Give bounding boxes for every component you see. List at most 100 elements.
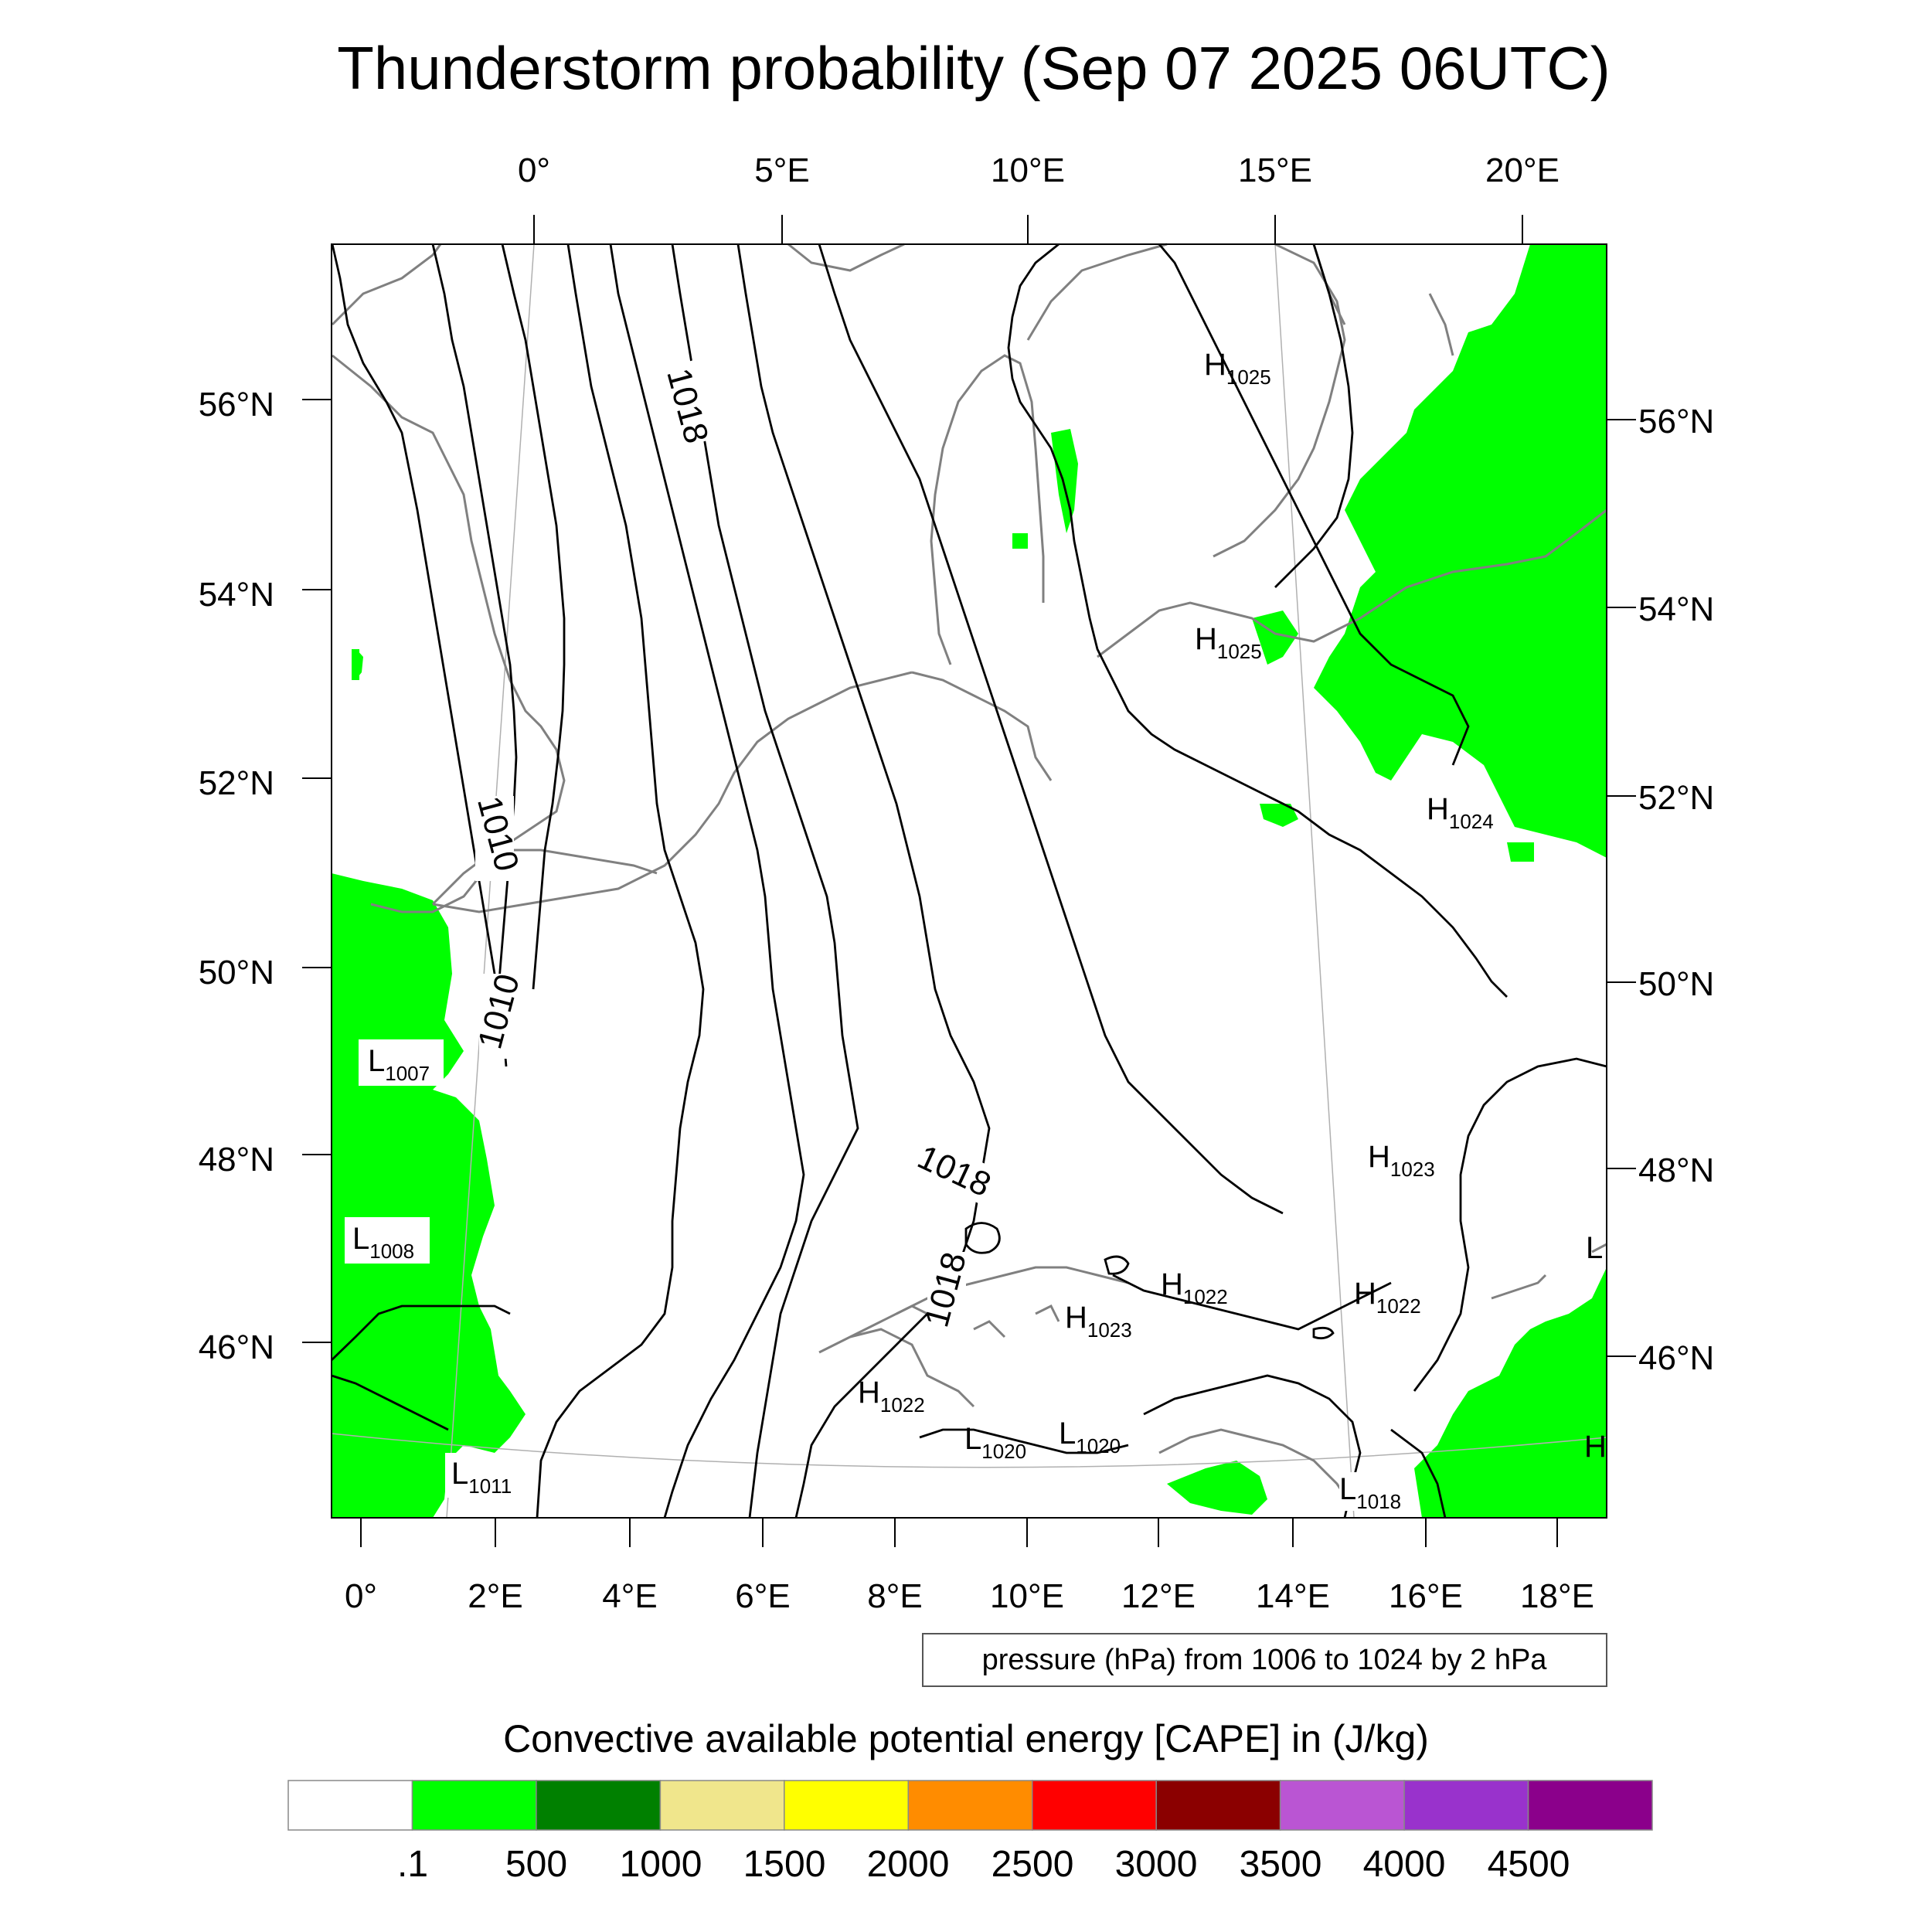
- top-lon-label: 15°E: [1238, 151, 1312, 189]
- isobar-12: [1413, 1057, 1607, 1392]
- right-lat-label: 56°N: [1638, 403, 1714, 440]
- top-longitude-axis: 0° 5°E 10°E 15°E 20°E: [518, 151, 1560, 243]
- isobar-15: [919, 1428, 1129, 1454]
- bottom-lon-label: 14°E: [1256, 1577, 1330, 1615]
- svg-text:L1007: L1007: [368, 1044, 430, 1085]
- colorbar-label: 3500: [1240, 1844, 1322, 1885]
- left-lat-label: 50°N: [199, 954, 274, 992]
- isobar-8: [818, 243, 1284, 1215]
- cape-shading: [332, 244, 1607, 1518]
- bottom-lon-label: 2°E: [468, 1577, 522, 1615]
- colorbar-label: 500: [505, 1844, 567, 1885]
- pressure-center: H1023: [1065, 1301, 1132, 1342]
- coast-jutland: [930, 354, 1045, 665]
- isobar-small-1: [964, 1222, 1001, 1254]
- pressure-center: H1023: [1368, 1140, 1435, 1181]
- pressure-center: H1022: [858, 1376, 925, 1417]
- svg-text:H1022: H1022: [858, 1376, 925, 1417]
- bottom-lon-label: 12°E: [1121, 1577, 1196, 1615]
- pressure-center-labels: H1025 H1025 H1024 L1007 H1023 L1008 H102…: [345, 348, 1607, 1513]
- svg-text:H1022: H1022: [1354, 1277, 1421, 1318]
- coast-baltic-south: [1097, 509, 1607, 658]
- bottom-longitude-axis: 0° 2°E 4°E 6°E 8°E 10°E 12°E 14°E 16°E 1…: [345, 1518, 1594, 1615]
- right-lat-label: 52°N: [1638, 779, 1714, 817]
- coast-scandinavia-top: [787, 243, 905, 272]
- isobar-5: [609, 243, 805, 1519]
- isobar-16: [331, 1374, 449, 1431]
- left-lat-label: 54°N: [199, 576, 274, 614]
- left-lat-label: 48°N: [199, 1141, 274, 1179]
- cape-area-small-4: [1507, 842, 1534, 862]
- colorbar-label: 1500: [743, 1844, 826, 1885]
- pressure-center: H1022: [1354, 1277, 1421, 1318]
- bottom-lon-label: 0°: [345, 1577, 377, 1615]
- colorbar-swatch: [1403, 1780, 1529, 1831]
- colorbar-labels: .1 500 1000 1500 2000 2500 3000 3500 400…: [397, 1844, 1570, 1885]
- colorbar-swatch: [659, 1780, 785, 1831]
- pressure-center: L1011: [445, 1453, 530, 1498]
- colorbar-swatch: [1031, 1780, 1157, 1831]
- svg-text:H1022: H1022: [1161, 1267, 1228, 1308]
- left-lat-label: 46°N: [199, 1328, 274, 1366]
- pressure-center: L: [1586, 1231, 1603, 1265]
- cape-area-denmark: [1051, 429, 1078, 533]
- coast-netherlands-germany: [911, 671, 1053, 781]
- cape-area-small-3: [1577, 811, 1607, 850]
- isobar-4: [536, 243, 705, 1519]
- colorbar: [287, 1780, 1653, 1831]
- bottom-lon-label: 8°E: [867, 1577, 922, 1615]
- svg-text:L1018: L1018: [1339, 1472, 1401, 1513]
- isobar-17: [331, 1304, 511, 1362]
- map-panel: [331, 243, 1607, 1519]
- colorbar-swatch: [411, 1780, 537, 1831]
- contour-info-box: pressure (hPa) from 1006 to 1024 by 2 hP…: [922, 1633, 1607, 1687]
- bottom-lon-label: 16°E: [1389, 1577, 1463, 1615]
- bottom-lon-label: 4°E: [602, 1577, 657, 1615]
- right-lat-label: 48°N: [1638, 1151, 1714, 1189]
- top-lon-label: 10°E: [991, 151, 1065, 189]
- pressure-center: L1018: [1339, 1472, 1409, 1513]
- cape-area-southeast: [1414, 1267, 1607, 1518]
- svg-text:L: L: [1586, 1231, 1603, 1265]
- top-lon-label: 20°E: [1485, 151, 1560, 189]
- cape-area-east: [1314, 244, 1607, 858]
- isobar-1: [331, 243, 508, 1067]
- colorbar-swatch: [907, 1780, 1033, 1831]
- svg-text:L1011: L1011: [451, 1457, 512, 1498]
- cape-area-small-1: [1012, 533, 1028, 549]
- isobar-11: [1274, 243, 1354, 588]
- isobar-9: [1007, 243, 1508, 998]
- contour-note: pressure (hPa) from 1006 to 1024 by 2 hP…: [982, 1644, 1548, 1676]
- colorbar-swatch: [287, 1780, 413, 1831]
- bottom-lon-label: 10°E: [990, 1577, 1064, 1615]
- bottom-lon-label: 18°E: [1520, 1577, 1594, 1615]
- svg-text:H1023: H1023: [1065, 1301, 1132, 1342]
- isobar-14: [1143, 1374, 1362, 1519]
- pressure-center: H1022: [1161, 1267, 1228, 1308]
- coast-italy-west: [849, 1328, 975, 1408]
- colorbar-swatch: [1527, 1780, 1653, 1831]
- isobar-small-3: [1312, 1326, 1335, 1340]
- colorbar-swatch: [1279, 1780, 1405, 1831]
- top-lon-label: 0°: [518, 151, 550, 189]
- svg-text:L1020: L1020: [1059, 1417, 1121, 1458]
- coast-adriatic-islands: [1491, 1243, 1607, 1300]
- pressure-center: H: [1584, 1430, 1607, 1464]
- pressure-center: L1007: [359, 1039, 444, 1086]
- pressure-center: H1024: [1427, 792, 1494, 833]
- colorbar-swatch: [784, 1780, 910, 1831]
- colorbar-label: 4000: [1363, 1844, 1446, 1885]
- svg-text:L1020: L1020: [964, 1422, 1026, 1463]
- right-lat-label: 50°N: [1638, 965, 1714, 1003]
- right-lat-label: 46°N: [1638, 1339, 1714, 1377]
- isobar-18: [1390, 1428, 1447, 1519]
- map-frame: [331, 243, 1607, 1519]
- isobar-13: [1112, 1274, 1392, 1331]
- colorbar-swatch: [1155, 1780, 1281, 1831]
- colorbar-label: 2500: [992, 1844, 1074, 1885]
- colorbar-label: 4500: [1488, 1844, 1570, 1885]
- left-lat-label: 52°N: [199, 764, 274, 802]
- pressure-center: L1020: [1059, 1417, 1121, 1458]
- colorbar-title: Convective available potential energy [C…: [503, 1717, 1429, 1760]
